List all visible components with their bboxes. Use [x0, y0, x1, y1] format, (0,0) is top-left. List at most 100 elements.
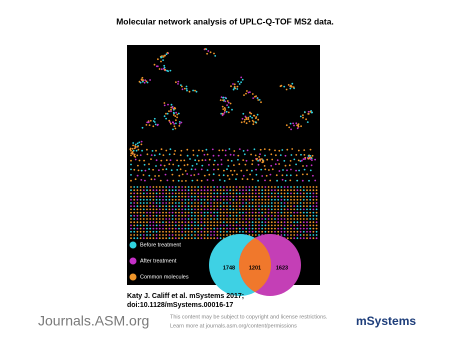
network-node — [257, 118, 260, 121]
network-node — [197, 218, 200, 220]
network-node — [275, 174, 278, 177]
network-node — [293, 198, 296, 201]
network-node — [197, 211, 200, 214]
network-node — [261, 195, 264, 198]
network-node — [208, 173, 211, 176]
network-node — [261, 230, 264, 233]
network-node — [162, 234, 164, 236]
network-node — [302, 208, 305, 211]
network-node — [251, 227, 254, 230]
network-node — [165, 221, 168, 224]
network-node — [163, 104, 166, 107]
network-node — [174, 189, 177, 192]
network-node — [229, 195, 232, 198]
network-node — [232, 211, 235, 214]
network-node — [254, 195, 257, 198]
network-node — [170, 108, 172, 111]
network-node — [232, 189, 235, 192]
network-node — [178, 230, 180, 233]
network-node — [174, 192, 177, 195]
network-node — [175, 122, 177, 125]
network-node — [206, 230, 209, 233]
network-node — [264, 208, 267, 211]
network-node — [283, 218, 286, 220]
network-node — [190, 237, 193, 240]
network-node — [162, 224, 164, 227]
network-node — [219, 202, 222, 204]
network-node — [140, 140, 143, 143]
network-node — [306, 173, 308, 176]
network-node — [226, 211, 228, 214]
network-node — [219, 99, 222, 101]
network-node — [133, 147, 136, 150]
network-node — [246, 178, 249, 181]
network-node — [219, 195, 222, 198]
network-node — [203, 195, 206, 198]
network-node — [302, 186, 305, 188]
network-node — [158, 68, 161, 70]
network-node — [171, 106, 174, 108]
network-node — [232, 186, 235, 188]
network-node — [280, 189, 283, 192]
network-node — [286, 230, 289, 233]
network-node — [169, 69, 172, 72]
network-node — [177, 80, 180, 83]
network-node — [138, 80, 141, 83]
network-node — [293, 211, 296, 214]
network-node — [139, 211, 142, 214]
network-node — [280, 214, 283, 217]
network-node — [163, 102, 166, 104]
network-node — [226, 100, 229, 102]
network-node — [261, 175, 264, 177]
network-node — [233, 85, 236, 88]
network-node — [258, 227, 260, 230]
network-node — [149, 189, 152, 192]
network-node — [165, 53, 168, 56]
network-node — [232, 198, 235, 201]
network-node — [188, 90, 191, 93]
network-node — [194, 205, 196, 208]
network-node — [149, 79, 152, 81]
network-node — [147, 121, 150, 124]
network-node — [284, 154, 287, 157]
network-node — [203, 192, 206, 195]
network-node — [168, 234, 171, 236]
network-node — [245, 205, 248, 208]
network-node — [219, 192, 222, 195]
network-node — [158, 189, 161, 192]
network-node — [206, 169, 209, 172]
network-node — [264, 168, 267, 171]
network-node — [258, 192, 260, 195]
journal-logo[interactable]: mSystems — [356, 314, 416, 328]
network-node — [258, 230, 260, 233]
network-node — [283, 211, 286, 214]
network-node — [301, 173, 304, 176]
network-node — [171, 205, 174, 208]
network-node — [303, 149, 306, 152]
network-node — [214, 55, 217, 57]
network-node — [258, 198, 260, 201]
network-node — [210, 189, 212, 192]
network-node — [146, 198, 148, 201]
network-node — [175, 111, 178, 114]
network-node — [184, 208, 187, 211]
network-node — [219, 230, 222, 233]
network-node — [144, 169, 147, 172]
network-node — [245, 159, 248, 162]
network-node — [158, 224, 161, 227]
network-node — [197, 198, 200, 201]
network-node — [287, 84, 290, 86]
network-node — [146, 202, 148, 204]
network-node — [293, 186, 296, 188]
footer-logo[interactable]: Journals.ASM.org — [38, 313, 149, 329]
network-node — [312, 205, 315, 208]
network-node — [286, 211, 289, 214]
network-node — [222, 211, 225, 214]
network-node — [142, 189, 145, 192]
network-node — [213, 224, 216, 227]
network-node — [213, 189, 216, 192]
network-node — [290, 186, 292, 188]
network-node — [132, 149, 135, 152]
network-node — [152, 237, 155, 240]
network-node — [258, 99, 261, 101]
